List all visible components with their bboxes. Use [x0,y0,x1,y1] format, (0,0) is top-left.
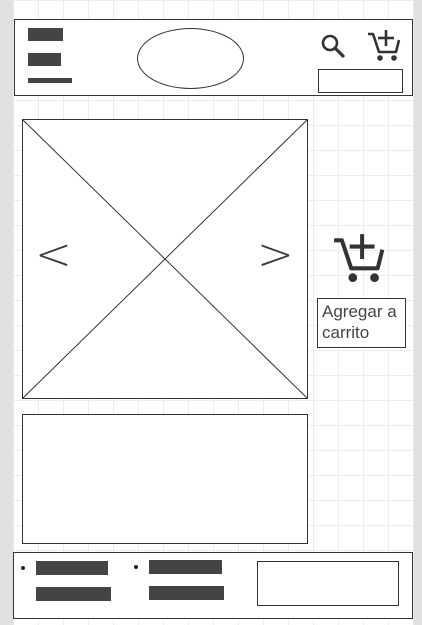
logo-placeholder[interactable] [137,28,244,89]
footer-link-placeholder[interactable] [149,586,224,600]
add-to-cart-button[interactable]: Agregar a carrito [317,298,406,348]
footer-input-field[interactable] [257,561,399,606]
product-image-placeholder [22,119,308,399]
product-description-box [22,414,308,544]
search-icon[interactable] [320,33,346,59]
menu-icon-bar-middle[interactable] [28,53,61,66]
cart-plus-icon[interactable] [366,28,402,64]
menu-icon-bar-top[interactable] [28,28,63,41]
footer-link-placeholder[interactable] [36,587,111,601]
prev-image-arrow[interactable]: < [35,229,72,280]
next-image-arrow[interactable]: > [257,229,294,280]
cart-plus-icon[interactable] [331,231,387,287]
header-text-field[interactable] [318,69,403,93]
footer-link-placeholder[interactable] [36,561,108,575]
footer-link-placeholder[interactable] [149,560,222,574]
menu-icon-bar-bottom[interactable] [28,78,72,83]
footer-bullet [134,565,138,569]
image-placeholder-icon [23,120,307,398]
footer-bullet [21,566,25,570]
